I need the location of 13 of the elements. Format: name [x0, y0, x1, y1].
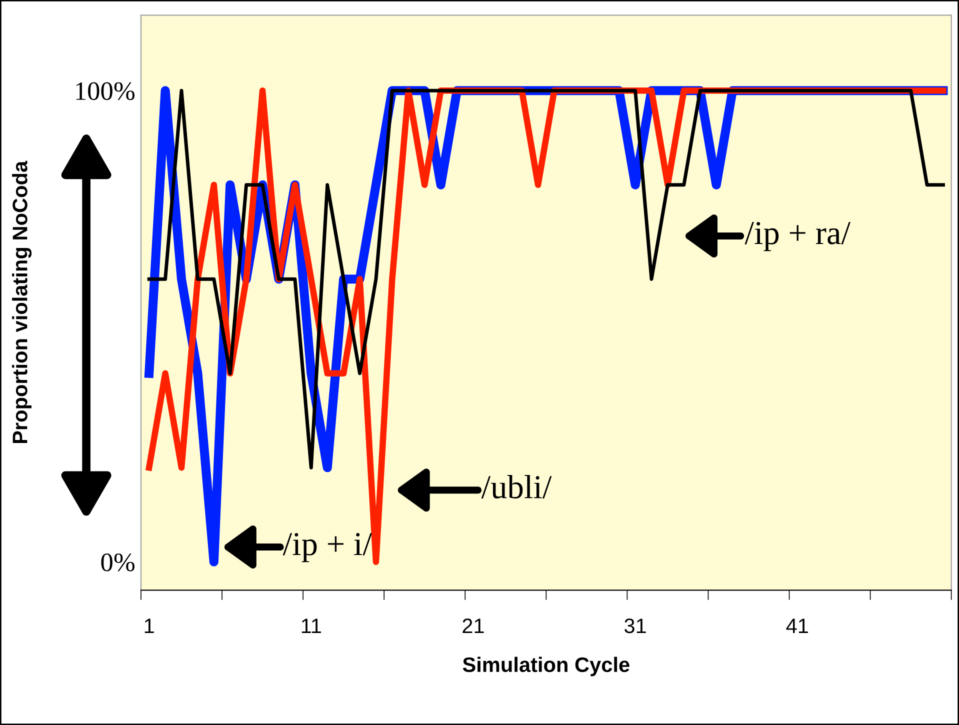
x-tick-label: 41: [786, 618, 808, 634]
x-axis-title: Simulation Cycle: [462, 656, 630, 676]
x-tick-label: 21: [462, 618, 484, 634]
line-series: [147, 88, 945, 470]
annotation: /ip + ra/: [744, 222, 850, 252]
y-axis-title: Proportion violating NoCoda: [12, 160, 32, 444]
annotation: /ip + i/: [282, 532, 372, 562]
y-tick-label: 0%: [101, 553, 135, 572]
y-tick-label: 100%: [76, 82, 135, 100]
x-tick-label: 1: [144, 618, 154, 634]
x-tick-label: 11: [302, 618, 321, 634]
annotation: /ubli/: [481, 475, 552, 498]
x-tick-label: 31: [624, 618, 646, 634]
